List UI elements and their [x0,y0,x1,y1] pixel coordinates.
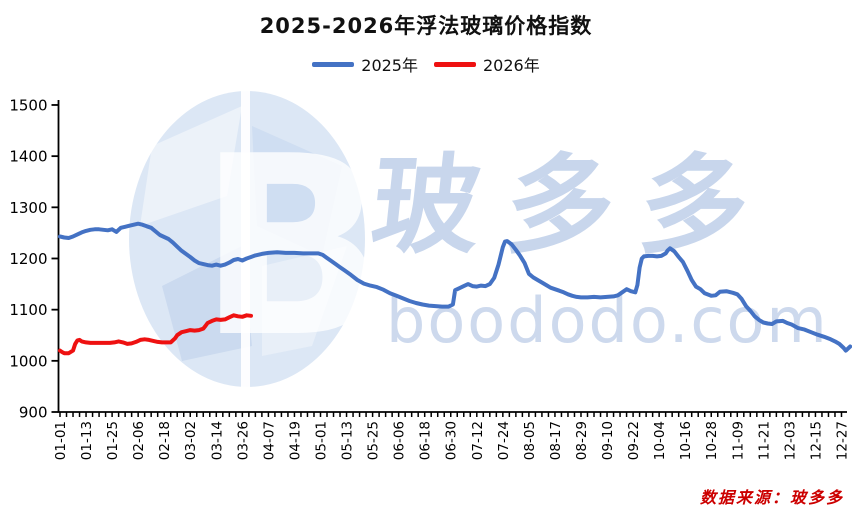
watermark-logo: B [129,86,372,392]
series-line-2025年 [58,221,852,353]
x-tick-label: 04-19 [287,421,303,460]
x-tick-label: 12-15 [808,421,824,460]
x-tick-label: 11-09 [730,421,746,460]
x-tick-label: 08-05 [522,421,538,460]
x-tick-label: 03-26 [235,421,251,460]
x-tick-label: 05-25 [366,421,382,460]
x-tick-label: 08-17 [548,421,564,460]
axis-spines [57,100,847,413]
x-tick-label: 02-06 [131,421,147,460]
legend-label-2026: 2026年 [483,56,540,75]
y-tick-label: 1400 [9,148,47,166]
x-tick-label: 03-14 [209,421,225,460]
x-tick-label: 11-21 [756,421,772,460]
x-tick-label: 02-18 [157,421,173,460]
y-tick-label: 1500 [9,96,47,114]
logo-stripe [241,86,250,392]
logo-facet [140,106,242,226]
x-tick-label: 06-30 [444,421,460,460]
y-tick-label: 1100 [9,301,47,319]
x-tick-label: 12-27 [834,421,850,460]
x-tick-label: 12-03 [782,421,798,460]
y-tick-label: 1200 [9,250,47,268]
chart-legend: 2025年 2026年 [0,52,852,76]
x-tick-label: 10-28 [704,421,720,460]
x-tick-label: 06-06 [392,421,408,460]
legend-line-swatch-2026 [434,61,476,67]
logo-letter: B [197,104,372,392]
legend-label-2025: 2025年 [361,56,418,75]
x-tick-label: 09-22 [626,421,642,460]
y-tick-label: 1000 [9,352,47,370]
x-tick-label: 10-16 [678,421,694,460]
x-tick-label: 09-10 [600,421,616,460]
logo-facet [262,246,347,356]
y-tick-label: 900 [19,404,48,422]
data-source-note: 数据来源：玻多多 [699,488,844,507]
chart-title: 2025-2026年浮法玻璃价格指数 [259,14,593,38]
x-tick-label: 01-01 [53,421,69,460]
legend-item-2026: 2026年 [434,52,540,76]
x-tick-label: 01-25 [105,421,121,460]
legend-item-2025: 2025年 [312,52,418,76]
x-tick-label: 05-13 [340,421,356,460]
x-tick-label: 05-01 [313,421,329,460]
legend-line-swatch-2025 [312,61,355,67]
x-tick-label: 07-24 [496,421,512,460]
x-tick-label: 08-29 [574,421,590,460]
x-tick-label: 04-07 [261,421,277,460]
x-tick-label: 01-13 [79,421,95,460]
logo-facet [252,126,342,256]
x-tick-label: 07-12 [470,421,486,460]
x-tick-label: 06-18 [418,421,434,460]
y-tick-label: 1300 [9,199,47,217]
x-tick-label: 03-02 [183,421,199,460]
series-line-2026年 [58,313,253,356]
x-tick-label: 10-04 [652,421,668,460]
